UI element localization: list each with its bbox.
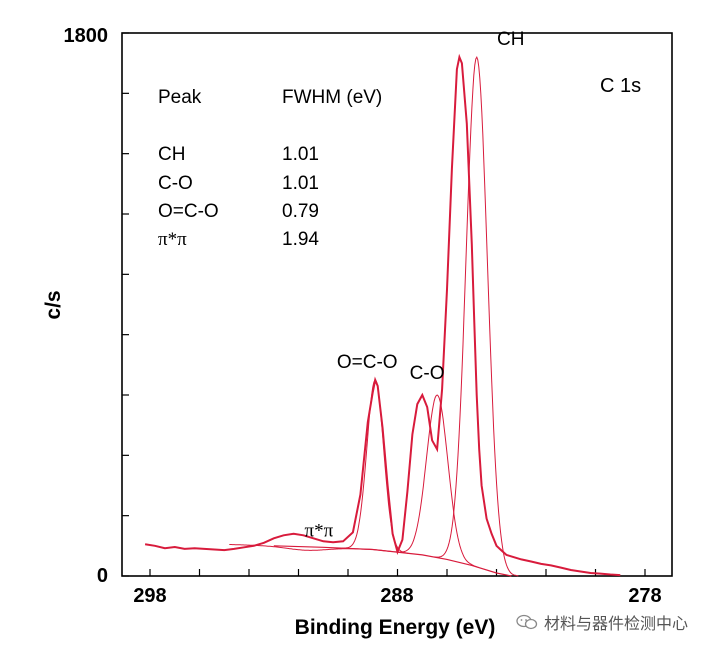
fit-curve-0: [434, 56, 519, 577]
peak-label-3: π*π: [305, 520, 334, 541]
x-tick-label-mid: 288: [380, 585, 413, 607]
y-axis-title: c/s: [42, 290, 65, 319]
table-fwhm-pipi: 1.94: [282, 229, 319, 250]
x-axis-title: Binding Energy (eV): [295, 616, 496, 639]
table-fwhm-ch: 1.01: [282, 144, 319, 165]
y-tick-label-min: 0: [97, 565, 108, 587]
wechat-icon: [516, 614, 538, 630]
fit-curve-1: [394, 394, 479, 568]
peak-labels: CH C-O O=C-O π*π: [305, 29, 525, 541]
table-peak-oco: O=C-O: [158, 201, 219, 222]
spectrum-line: [144, 53, 621, 577]
peak-label-2: O=C-O: [337, 352, 398, 373]
y-axis-ticks: [122, 32, 129, 577]
table-fwhm-co: 1.01: [282, 173, 319, 194]
x-tick-label-right: 278: [628, 585, 661, 607]
table-peak-pipi: π*π: [158, 229, 187, 250]
peak-label-0: CH: [497, 29, 524, 50]
peak-label-1: C-O: [410, 363, 445, 384]
y-tick-label-max: 1800: [64, 25, 109, 47]
table-peak-ch: CH: [158, 144, 185, 165]
table-header-peak: Peak: [158, 87, 202, 108]
x-tick-label-left: 298: [133, 585, 166, 607]
table-fwhm-oco: 0.79: [282, 201, 319, 222]
watermark-text: 材料与器件检测中心: [544, 614, 689, 633]
table-header-fwhm: FWHM (eV): [282, 87, 382, 108]
background-line: [273, 545, 512, 577]
watermark: 材料与器件检测中心: [516, 610, 688, 634]
table-peak-co: C-O: [158, 173, 193, 194]
corner-label: C 1s: [600, 75, 641, 97]
plot-frame: [121, 32, 673, 577]
fit-curve-2: [342, 379, 409, 554]
